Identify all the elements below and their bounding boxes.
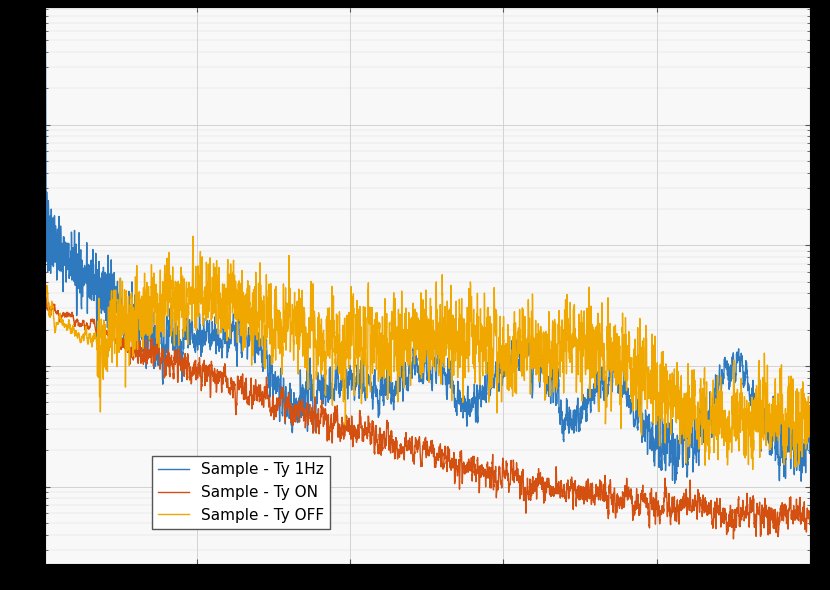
Sample - Ty 1Hz (499, 373, 509, 380)
Sample - Ty OFF (179, 275, 189, 282)
Sample - Ty ON (179, 365, 189, 372)
Sample - Ty ON (538, 478, 548, 486)
Legend: Sample - Ty 1Hz, Sample - Ty ON, Sample - Ty OFF: Sample - Ty 1Hz, Sample - Ty ON, Sample … (153, 456, 330, 529)
Line: Sample - Ty 1Hz: Sample - Ty 1Hz (46, 32, 810, 483)
Line: Sample - Ty ON: Sample - Ty ON (46, 297, 810, 539)
Sample - Ty OFF (805, 422, 815, 430)
Sample - Ty OFF (611, 382, 621, 389)
Sample - Ty OFF (188, 232, 198, 240)
Sample - Ty ON (41, 302, 51, 309)
Sample - Ty ON (669, 497, 679, 504)
Sample - Ty 1Hz (669, 452, 679, 459)
Sample - Ty OFF (333, 343, 343, 350)
Sample - Ty 1Hz (670, 480, 680, 487)
Sample - Ty OFF (748, 466, 758, 473)
Sample - Ty OFF (669, 385, 679, 392)
Sample - Ty 1Hz (538, 368, 548, 375)
Sample - Ty 1Hz (179, 335, 189, 342)
Sample - Ty ON (333, 412, 343, 419)
Sample - Ty ON (41, 294, 51, 301)
Line: Sample - Ty OFF: Sample - Ty OFF (46, 236, 810, 470)
Sample - Ty ON (729, 535, 739, 542)
Sample - Ty 1Hz (41, 29, 51, 36)
Sample - Ty 1Hz (611, 353, 621, 360)
Sample - Ty ON (611, 507, 621, 514)
Sample - Ty ON (499, 468, 509, 475)
Sample - Ty OFF (41, 303, 51, 310)
Sample - Ty OFF (499, 367, 509, 374)
Sample - Ty 1Hz (805, 424, 815, 431)
Sample - Ty ON (805, 517, 815, 525)
Sample - Ty 1Hz (333, 357, 343, 364)
Sample - Ty OFF (538, 369, 548, 376)
